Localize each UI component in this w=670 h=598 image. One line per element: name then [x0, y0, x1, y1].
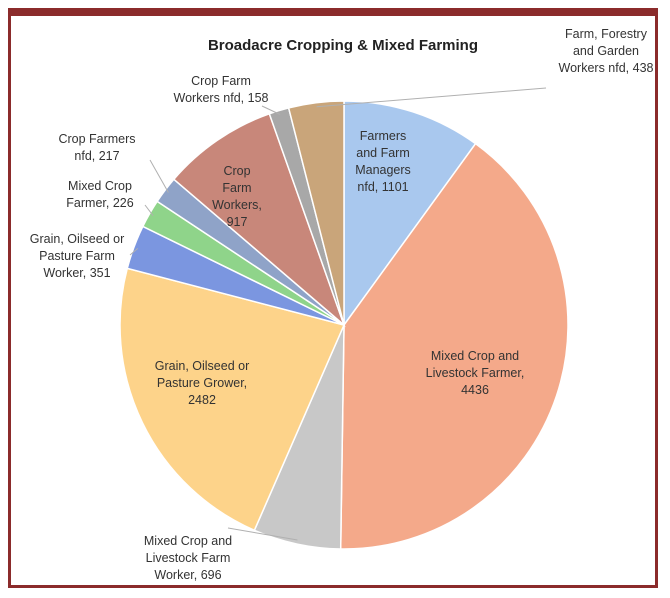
pie-slice [172, 112, 346, 328]
slice-label: Crop Farm Workers nfd, 158 [174, 74, 269, 105]
pie-slices [119, 100, 569, 550]
leader-line [227, 527, 298, 541]
leader-line [149, 159, 169, 193]
slice-label: Crop Farmers nfd, 217 [58, 132, 135, 163]
pie-slice [119, 267, 346, 532]
pie-slice [343, 100, 477, 328]
leader-line [129, 247, 139, 256]
pie-slice [339, 142, 569, 550]
slice-label: Farm, Forestry and Garden Workers nfd, 438 [559, 27, 654, 75]
slice-label: Crop Farm Workers, 917 [212, 164, 262, 229]
slice-label: Grain, Oilseed or Pasture Grower, 2482 [155, 359, 249, 407]
chart-title: Broadacre Cropping & Mixed Farming [208, 37, 478, 54]
leader-line [144, 204, 154, 216]
pie-slice [287, 100, 345, 326]
slice-label: Mixed Crop Farmer, 226 [66, 179, 133, 210]
slice-label: Farmers and Farm Managers nfd, 1101 [355, 129, 411, 194]
leader-line [261, 105, 281, 115]
leader-lines [129, 87, 547, 541]
leader-line [316, 87, 547, 108]
slice-label: Mixed Crop and Livestock Farm Worker, 696 [144, 534, 232, 582]
slice-label: Mixed Crop and Livestock Farmer, 4436 [426, 349, 525, 397]
slice-label: Grain, Oilseed or Pasture Farm Worker, 351 [30, 232, 124, 280]
slice-labels: Farmers and Farm Managers nfd, 1101 Mixed Cr… [30, 27, 654, 582]
